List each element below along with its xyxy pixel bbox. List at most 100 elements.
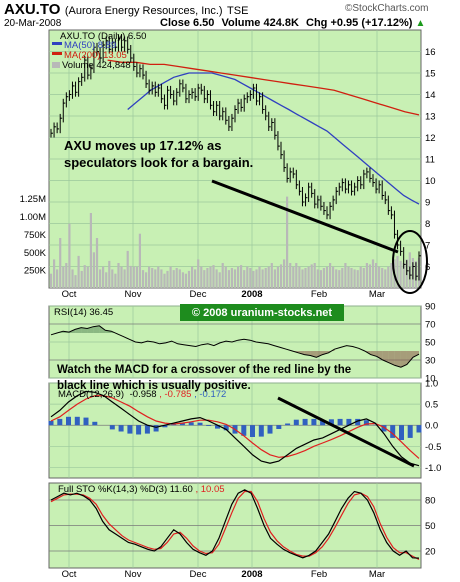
volume-bar xyxy=(212,265,215,288)
x-tick-label-bottom: Mar xyxy=(369,569,385,580)
volume-bar xyxy=(286,196,289,288)
price-tick-label: 13 xyxy=(425,112,436,123)
volume-bar xyxy=(353,269,356,288)
legend-ma200: MA(200) 13.05 xyxy=(64,50,127,61)
macd-tick-label: 0.0 xyxy=(425,421,438,432)
macd-tick-label: -0.5 xyxy=(425,442,441,453)
exchange: TSE xyxy=(227,5,249,17)
legend-ma50-swatch xyxy=(52,42,62,45)
rsi-line xyxy=(50,325,420,368)
macd-histogram-bar xyxy=(92,421,98,426)
volume-tick-label: 250K xyxy=(24,266,47,277)
legend-ma200-swatch xyxy=(52,52,62,55)
volume-bar xyxy=(77,255,80,288)
macd-series xyxy=(48,390,422,467)
volume-bar xyxy=(378,266,381,288)
rsi-oversold-fill xyxy=(382,351,389,363)
legend-macd: MACD(12,26,9) -0.958 , -0.785 , -0.172 xyxy=(58,389,226,400)
volume-bar xyxy=(332,266,335,288)
volume-bar xyxy=(304,268,307,288)
volume-bar xyxy=(169,266,172,288)
rsi-tick-label: 90 xyxy=(425,302,436,313)
price-tick-label: 11 xyxy=(425,155,435,166)
legend-volume-swatch xyxy=(52,62,60,68)
macd-histogram-bar xyxy=(206,425,212,426)
macd-histogram-bar xyxy=(188,422,194,426)
volume-bar xyxy=(387,266,390,288)
macd-histogram-bar xyxy=(311,418,317,426)
price-highlight-circle xyxy=(392,230,428,294)
volume-bar xyxy=(313,263,316,288)
x-tick-label-bottom: Nov xyxy=(125,569,142,580)
volume-bar xyxy=(86,266,89,288)
macd-histogram-bar xyxy=(363,420,369,426)
rsi-overbought-fill xyxy=(93,325,100,333)
legend-macd-value: -0.958 xyxy=(130,389,157,400)
volume-bar xyxy=(172,270,175,288)
macd-signal-line xyxy=(50,395,420,459)
price-tick-label: 10 xyxy=(425,176,436,187)
volume-bar xyxy=(289,263,292,288)
date-label: 20-Mar-2008 xyxy=(4,18,62,29)
volume-value: Volume 424.8K xyxy=(221,17,299,29)
macd-histogram-bar xyxy=(302,418,308,426)
macd-line xyxy=(50,390,420,467)
price-tick-label: 14 xyxy=(425,90,436,101)
volume-bar xyxy=(105,272,108,288)
volume-tick-label: 1.25M xyxy=(20,194,46,205)
macd-trend-line xyxy=(277,396,415,468)
volume-tick-label: 750K xyxy=(24,230,47,241)
rsi-oversold-fill xyxy=(406,351,413,365)
macd-histogram-bar xyxy=(197,422,203,426)
sto-d-line xyxy=(50,490,420,561)
volume-bar xyxy=(292,266,295,288)
macd-histogram-bar xyxy=(162,425,168,428)
volume-bar xyxy=(270,263,273,288)
volume-bar xyxy=(319,270,322,288)
volume-bar xyxy=(338,270,341,288)
legend-macd-hist: , -0.172 xyxy=(194,389,226,400)
volume-bar xyxy=(99,269,102,288)
volume-tick-label: 500K xyxy=(24,248,47,259)
rsi-overbought-fill xyxy=(99,325,106,333)
volume-bar xyxy=(283,259,286,288)
volume-bar xyxy=(322,268,325,288)
volume-bar xyxy=(114,273,117,288)
volume-bar xyxy=(163,273,166,288)
macd-histogram-bar xyxy=(179,423,185,426)
volume-bar xyxy=(359,266,362,288)
volume-bar xyxy=(102,266,105,288)
volume-bar xyxy=(123,269,126,288)
volume-bar xyxy=(56,269,59,288)
volume-bar xyxy=(92,252,95,288)
volume-bar xyxy=(261,269,264,288)
macd-histogram-bar xyxy=(407,425,413,438)
macd-histogram-bar xyxy=(328,419,334,426)
macd-histogram-bar xyxy=(241,425,247,436)
volume-bar xyxy=(362,268,365,288)
volume-bar xyxy=(402,263,405,288)
x-tick-label-top: 2008 xyxy=(241,289,262,300)
volume-bar xyxy=(145,272,148,288)
volume-bar xyxy=(341,268,344,288)
x-tick-label-top: Dec xyxy=(190,289,207,300)
volume-bar xyxy=(160,269,163,288)
volume-bar xyxy=(279,264,283,288)
volume-bar xyxy=(310,264,313,288)
rsi-tick-label: 30 xyxy=(425,356,436,367)
volume-bar xyxy=(399,260,402,288)
volume-bar xyxy=(111,269,114,288)
volume-bar xyxy=(381,268,384,288)
volume-bar xyxy=(390,263,393,288)
volume-bar xyxy=(141,270,145,288)
macd-tick-label: 1.0 xyxy=(425,379,438,390)
macd-histogram-bar xyxy=(276,425,282,429)
macd-histogram-bar xyxy=(66,416,71,426)
rsi-overbought-fill xyxy=(81,327,88,333)
sto-tick-label: 20 xyxy=(425,547,436,558)
volume-bar xyxy=(215,269,218,288)
macd-histogram-bar xyxy=(144,425,150,434)
legend-volume: Volume 424,848 xyxy=(62,60,131,71)
volume-bar xyxy=(181,272,184,288)
